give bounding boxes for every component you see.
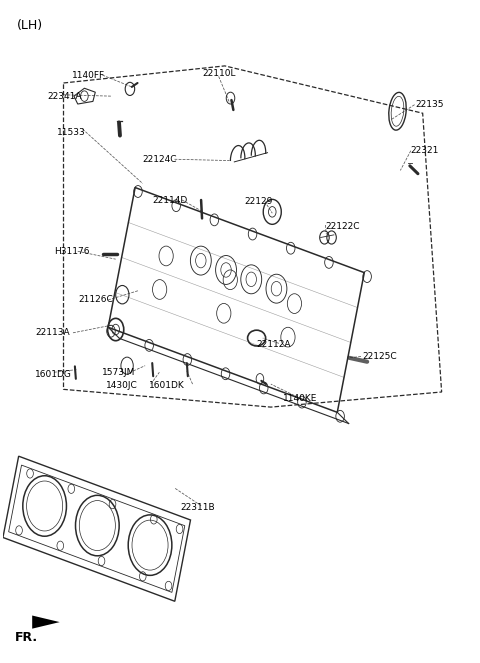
Text: 22113A: 22113A	[35, 328, 70, 337]
Text: 22122C: 22122C	[325, 222, 360, 231]
Text: 1601DG: 1601DG	[35, 370, 72, 379]
Text: 1140FF: 1140FF	[72, 70, 105, 80]
Text: 22112A: 22112A	[257, 340, 291, 349]
Text: 22311B: 22311B	[180, 503, 216, 512]
Text: 22114D: 22114D	[152, 196, 188, 204]
Text: 22321: 22321	[411, 147, 439, 155]
Text: 22110L: 22110L	[202, 69, 235, 78]
Text: 22341A: 22341A	[48, 91, 83, 101]
Text: FR.: FR.	[14, 631, 38, 644]
Text: 22135: 22135	[416, 100, 444, 109]
Text: 1430JC: 1430JC	[106, 381, 138, 390]
Text: 22129: 22129	[245, 197, 273, 206]
Polygon shape	[32, 615, 60, 629]
Text: (LH): (LH)	[17, 19, 43, 32]
Text: 1601DK: 1601DK	[149, 381, 185, 390]
Text: 21126C: 21126C	[79, 296, 113, 304]
Text: 22124C: 22124C	[143, 154, 177, 164]
Text: 22125C: 22125C	[362, 352, 397, 361]
Text: 11533: 11533	[57, 129, 86, 137]
Text: 1573JM: 1573JM	[101, 368, 135, 377]
Text: 1140KE: 1140KE	[283, 394, 317, 403]
Text: H31176: H31176	[54, 247, 89, 256]
